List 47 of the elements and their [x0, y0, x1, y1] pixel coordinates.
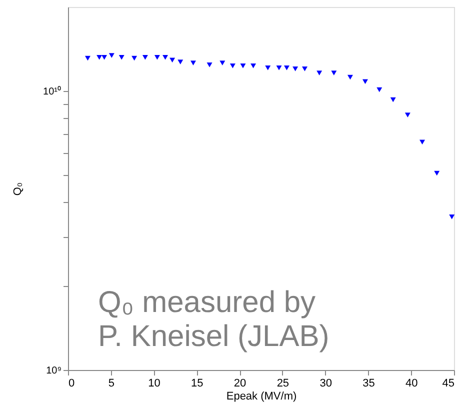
point — [250, 64, 256, 68]
point — [190, 60, 196, 66]
point — [102, 54, 108, 60]
point — [142, 54, 148, 60]
x-axis-title: Epeak (MV/m) — [226, 390, 297, 402]
point — [434, 170, 440, 176]
point — [162, 54, 168, 60]
point — [178, 60, 184, 64]
x-tick-label: 35 — [362, 378, 375, 390]
x-tick-label: 5 — [108, 378, 114, 390]
x-tick-label: 45 — [442, 378, 454, 390]
x-tick-label: 0 — [68, 378, 75, 390]
point — [316, 70, 322, 76]
point — [170, 58, 176, 63]
point — [265, 66, 271, 70]
point — [404, 112, 410, 118]
point — [240, 64, 246, 68]
point — [118, 54, 124, 60]
point — [302, 66, 308, 72]
point — [84, 56, 90, 61]
point — [154, 54, 160, 60]
point — [331, 70, 337, 76]
point — [347, 74, 353, 80]
point — [292, 66, 298, 72]
x-tick-label: 30 — [320, 378, 332, 390]
point — [276, 66, 282, 70]
point — [108, 53, 114, 58]
annotation: Q₀ measured by P. Kneisel (JLAB) — [98, 286, 330, 353]
point — [390, 97, 396, 102]
x-tick-label: 10 — [148, 378, 160, 390]
x-tick-label: 20 — [234, 378, 246, 390]
y-tick-label: 10⁹ — [46, 366, 62, 376]
point — [220, 60, 226, 66]
x-tick-label: 40 — [405, 378, 418, 390]
point — [132, 56, 138, 61]
point — [206, 62, 212, 68]
point — [96, 54, 102, 60]
x-tick-label: 25 — [276, 378, 290, 390]
point — [362, 79, 368, 84]
point — [449, 214, 455, 220]
x-tick-label: 15 — [191, 378, 204, 390]
point — [230, 64, 236, 68]
y-tick-label: 10¹⁰ — [43, 85, 62, 98]
point — [284, 66, 290, 70]
point — [420, 140, 425, 144]
point — [376, 87, 382, 92]
y-axis-title: Q₀ — [12, 182, 24, 196]
